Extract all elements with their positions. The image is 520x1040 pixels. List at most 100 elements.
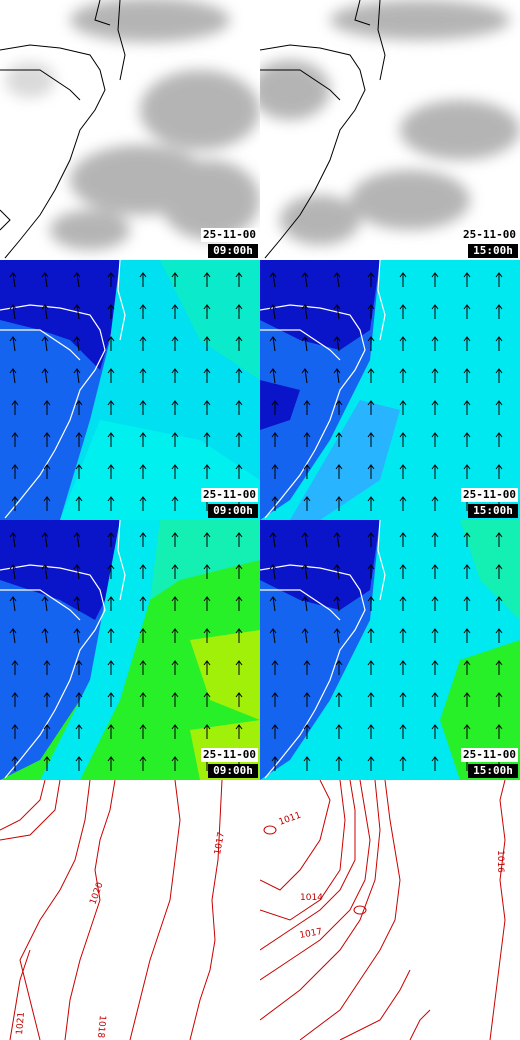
wind-arrow [75, 400, 83, 415]
wind-arrow [367, 692, 375, 707]
wind-arrow [495, 660, 503, 675]
wind-arrow [333, 564, 341, 580]
wind-arrow [399, 564, 407, 579]
wind-arrow [9, 368, 17, 384]
wind-arrow [11, 496, 19, 511]
wind-arrow [333, 532, 341, 548]
isobar-labels: 1020 1017 1021 1018 [15, 831, 227, 1038]
wind-arrow [139, 628, 147, 643]
wind-arrow [399, 724, 407, 739]
wind-arrow [399, 692, 407, 707]
wind-arrow [303, 756, 311, 771]
wind-arrow [271, 400, 279, 415]
wind-arrow [107, 464, 115, 479]
wind-arrow [431, 692, 439, 707]
wind-arrow [107, 432, 115, 447]
wind-arrow [367, 464, 375, 479]
wind-arrow [399, 628, 407, 643]
time-stamp: 15:00h [468, 504, 518, 518]
wind-arrow [333, 596, 341, 612]
wind-arrow [271, 724, 279, 739]
wind-arrow [139, 336, 147, 351]
wind-arrow [335, 692, 343, 707]
wind-arrow [301, 628, 309, 644]
wind-arrow [463, 724, 471, 739]
wind-arrow [463, 304, 471, 319]
wind-arrow [269, 532, 277, 548]
wind-arrow [301, 272, 309, 288]
wind-arrow [9, 304, 17, 320]
wind-arrow [303, 432, 311, 447]
wind-panel-b-0900: 25-11-00 09:00h [0, 520, 260, 780]
wind-arrow [139, 532, 147, 547]
wind-arrow [301, 596, 309, 612]
wind-arrow [495, 724, 503, 739]
wind-arrow [107, 724, 115, 739]
isobar-label: 1011 [278, 811, 303, 828]
wind-arrow [43, 692, 51, 707]
wind-arrow [367, 724, 375, 739]
wind-arrow [495, 432, 503, 447]
wind-arrow [235, 724, 243, 739]
wind-arrow [399, 660, 407, 675]
wind-arrow [269, 368, 277, 384]
wind-map [0, 260, 260, 520]
isobar-label: 1017 [299, 927, 323, 941]
wind-arrow [235, 304, 243, 319]
wind-arrow [171, 304, 179, 319]
wind-arrow [171, 532, 179, 547]
wind-arrow [9, 596, 17, 612]
wind-arrow [269, 272, 277, 288]
wind-arrow [43, 660, 51, 675]
wind-arrow [43, 756, 51, 771]
wind-arrow [463, 432, 471, 447]
wind-arrow [203, 596, 211, 611]
wind-arrow [431, 272, 439, 287]
wind-arrow [203, 400, 211, 415]
wind-arrow [399, 464, 407, 479]
wind-arrow [431, 628, 439, 643]
wind-arrow [107, 660, 115, 675]
wind-arrow [171, 368, 179, 383]
wind-arrow [75, 432, 83, 447]
wind-arrow [463, 628, 471, 643]
date-stamp: 25-11-00 [201, 748, 258, 762]
wind-arrow [11, 432, 19, 447]
wind-arrow [139, 496, 147, 511]
wind-arrow [303, 692, 311, 707]
wind-arrow [171, 272, 179, 287]
wind-arrow [301, 304, 309, 320]
wind-arrow [235, 272, 243, 287]
wind-arrow [303, 496, 311, 511]
wind-arrow [171, 564, 179, 579]
wind-arrow [431, 304, 439, 319]
date-stamp: 25-11-00 [461, 748, 518, 762]
wind-arrow [431, 432, 439, 447]
wind-arrow [333, 272, 341, 288]
wind-arrow [43, 724, 51, 739]
wind-arrow [301, 368, 309, 384]
wind-arrow [399, 368, 407, 383]
isobar-label: 1020 [88, 881, 105, 906]
wind-arrow [203, 432, 211, 447]
wind-arrow [107, 304, 115, 319]
coastline [0, 260, 126, 519]
wind-arrow [271, 692, 279, 707]
isobar-label: 1016 [495, 850, 505, 873]
date-stamp: 25-11-00 [201, 228, 258, 242]
wind-arrow [399, 756, 407, 771]
wind-arrow [41, 368, 49, 384]
wind-arrow [335, 496, 343, 511]
wind-arrow [367, 660, 375, 675]
wind-arrow [431, 336, 439, 351]
wind-arrow [171, 756, 179, 771]
wind-arrow [367, 596, 375, 611]
wind-arrow [139, 304, 147, 319]
wind-arrow [107, 564, 115, 579]
time-stamp: 09:00h [208, 764, 258, 778]
isobar-label: 1017 [213, 831, 227, 855]
wind-arrow [367, 564, 375, 579]
wind-arrow [367, 272, 375, 287]
wind-arrow [335, 660, 343, 675]
wind-arrow [431, 596, 439, 611]
